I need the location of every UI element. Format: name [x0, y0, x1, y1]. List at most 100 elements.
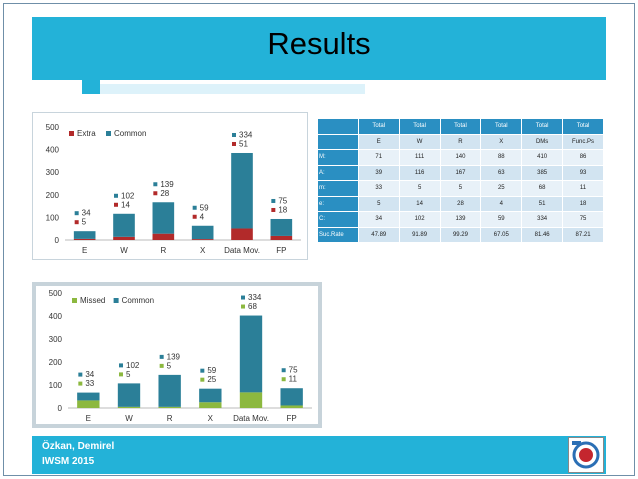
- y-tick-label: 200: [46, 191, 60, 200]
- data-label-common: 34: [82, 209, 91, 218]
- table-cell: 5: [439, 180, 482, 197]
- table-cell: 140: [439, 149, 482, 166]
- data-label-common: 139: [160, 180, 174, 189]
- bar-segment-missed: [158, 406, 181, 408]
- table-cell: 39: [357, 164, 400, 181]
- data-label-extra: 14: [121, 200, 130, 209]
- data-label-missed: 25: [207, 375, 216, 384]
- table-cell: 59: [480, 211, 523, 228]
- y-tick-label: 100: [46, 213, 60, 222]
- table-subheader-cell: W: [398, 133, 441, 150]
- table-row: e: 5 14 28 4 51 18: [317, 195, 604, 212]
- data-label-common: 59: [200, 203, 209, 212]
- bar-segment-common: [73, 231, 96, 239]
- x-tick-label: R: [167, 414, 173, 423]
- data-label-common: 34: [85, 370, 94, 379]
- table-row-label: A:: [317, 164, 359, 181]
- table-header-row: Total Total Total Total Total Total: [317, 118, 604, 135]
- data-label-marker: [114, 193, 118, 198]
- table-cell: 139: [439, 211, 482, 228]
- x-tick-label: W: [120, 246, 128, 255]
- x-tick-label: Data Mov.: [224, 246, 260, 255]
- table-subheader-cell: E: [357, 133, 400, 150]
- x-tick-label: FP: [287, 414, 297, 423]
- table-corner-cell: [317, 118, 359, 135]
- bar-segment-missed: [239, 392, 263, 408]
- data-label-marker: [114, 202, 118, 207]
- legend-swatch: [106, 131, 111, 136]
- logo-icon: [572, 441, 600, 469]
- x-tick-label: E: [86, 414, 91, 423]
- legend-swatch: [69, 131, 74, 136]
- data-label-marker: [153, 191, 158, 196]
- title-bar-strip: [100, 84, 365, 94]
- table-row-label: m:: [317, 180, 359, 197]
- data-label-marker: [159, 363, 164, 368]
- data-label-marker: [119, 372, 123, 377]
- x-tick-label: R: [160, 246, 166, 255]
- y-tick-label: 400: [49, 312, 63, 321]
- table-row: Suc.Rate 47.89 91.89 99.29 67.05 81.46 87.21: [317, 226, 604, 243]
- missed-common-chart: 0 100 200 300 400 500 Missed Common 34 33 E 102 5 W 13…: [32, 282, 322, 428]
- table-header-cell: Total: [562, 118, 604, 135]
- table-header-cell: Total: [398, 118, 441, 135]
- legend-swatch: [72, 298, 77, 303]
- data-label-marker: [192, 214, 197, 219]
- table-cell: 81.46: [521, 226, 564, 243]
- data-label-marker: [153, 182, 158, 187]
- y-tick-label: 300: [49, 335, 63, 344]
- table-cell: 86: [562, 149, 604, 166]
- data-label-missed: 33: [85, 379, 94, 388]
- table-cell: 167: [439, 164, 482, 181]
- bar-segment-extra: [113, 236, 135, 240]
- data-label-missed: 11: [289, 375, 298, 384]
- x-tick-label: X: [200, 246, 206, 255]
- data-label-extra: 51: [239, 139, 248, 148]
- table-cell: 4: [480, 195, 523, 212]
- data-label-marker: [192, 205, 197, 210]
- table-subheader-cell: Func.Ps: [562, 133, 604, 150]
- data-label-marker: [78, 372, 83, 377]
- table-row: m: 33 5 5 25 68 11: [317, 180, 604, 197]
- data-label-common: 334: [248, 293, 262, 302]
- data-label-common: 334: [239, 130, 253, 139]
- table-cell: 47.89: [357, 226, 400, 243]
- table-cell: 88: [480, 149, 523, 166]
- data-label-marker: [271, 198, 276, 203]
- bar-segment-common: [152, 202, 175, 234]
- table-cell: 410: [521, 149, 564, 166]
- table-cell: 5: [357, 195, 400, 212]
- table-subheader-cell: DMs: [521, 133, 564, 150]
- table-cell: 14: [398, 195, 441, 212]
- legend-label: Common: [122, 296, 154, 305]
- data-label-marker: [200, 368, 205, 373]
- data-label-marker: [200, 377, 205, 382]
- data-label-common: 139: [167, 352, 181, 361]
- table-row: A: 39 116 167 63 385 93: [317, 164, 604, 181]
- bar-segment-extra: [152, 233, 175, 240]
- y-tick-label: 100: [49, 381, 63, 390]
- data-label-marker: [74, 220, 79, 225]
- table-row-label: Suc.Rate: [317, 226, 359, 243]
- bar-segment-common: [117, 383, 141, 407]
- data-label-marker: [119, 363, 123, 368]
- data-label-marker: [78, 381, 83, 386]
- table-cell: 33: [357, 180, 400, 197]
- table-cell: 99.29: [439, 226, 482, 243]
- data-label-extra: 18: [278, 205, 287, 214]
- bar-segment-common: [158, 374, 181, 407]
- table-header-cell: Total: [480, 118, 523, 135]
- table-subheader-cell: R: [439, 133, 482, 150]
- bar-segment-missed: [199, 402, 222, 408]
- x-tick-label: FP: [276, 246, 286, 255]
- data-label-common: 75: [289, 366, 298, 375]
- bar-segment-common: [280, 388, 303, 406]
- y-tick-label: 400: [46, 146, 60, 155]
- y-tick-label: 200: [49, 358, 63, 367]
- data-label-extra: 5: [82, 218, 87, 227]
- data-label-marker: [232, 132, 236, 137]
- bar-segment-extra: [191, 239, 214, 240]
- y-tick-label: 0: [55, 236, 60, 245]
- table-row-label: e:: [317, 195, 359, 212]
- data-label-marker: [74, 211, 79, 216]
